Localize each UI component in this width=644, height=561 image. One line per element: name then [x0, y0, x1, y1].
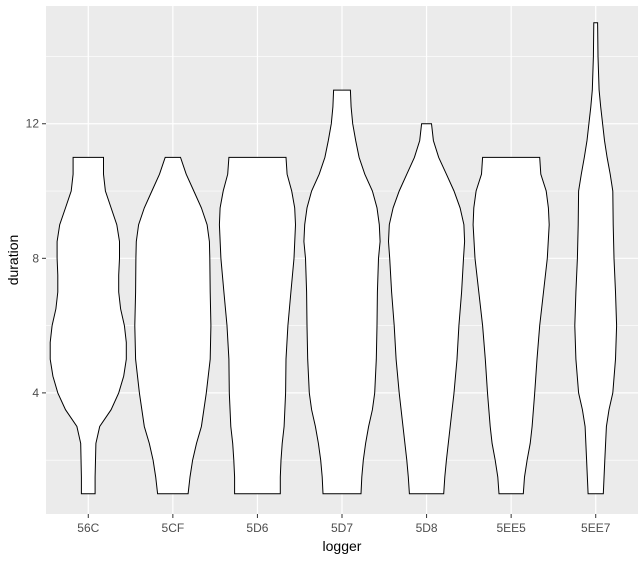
y-tick-label: 4: [32, 386, 39, 400]
x-tick-label: 5D7: [331, 521, 353, 535]
x-axis: 56C 5CF 5D6 5D7 5D8 5EE5 5EE7: [77, 514, 611, 535]
violins: [49, 22, 618, 495]
x-tick-label: 5EE7: [581, 521, 611, 535]
violin-56C: [49, 156, 127, 495]
x-tick-label: 5EE5: [496, 521, 526, 535]
violin-5D7: [303, 89, 381, 495]
x-tick-label: 5D8: [416, 521, 438, 535]
violin-5EE5: [472, 156, 550, 495]
x-tick-label: 5CF: [162, 521, 185, 535]
y-tick-label: 8: [32, 251, 39, 265]
x-tick-label: 5D6: [246, 521, 268, 535]
violin-5EE7: [574, 22, 618, 495]
violin-5D8: [387, 123, 466, 495]
violin-5D6: [218, 156, 297, 495]
y-axis: 4 8 12: [26, 117, 46, 400]
x-axis-title: logger: [323, 538, 362, 554]
violin-5CF: [134, 156, 212, 495]
y-axis-title: duration: [5, 235, 21, 286]
x-tick-label: 56C: [77, 521, 99, 535]
y-tick-label: 12: [26, 117, 40, 131]
